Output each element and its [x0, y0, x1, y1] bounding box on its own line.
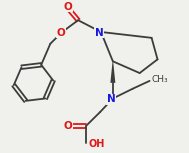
- Text: OH: OH: [88, 140, 105, 149]
- Text: CH₃: CH₃: [152, 75, 168, 84]
- Text: N: N: [107, 94, 115, 104]
- Text: O: O: [64, 121, 73, 131]
- Polygon shape: [110, 61, 115, 83]
- Text: O: O: [57, 28, 66, 38]
- Text: N: N: [94, 28, 103, 38]
- Text: O: O: [64, 2, 73, 11]
